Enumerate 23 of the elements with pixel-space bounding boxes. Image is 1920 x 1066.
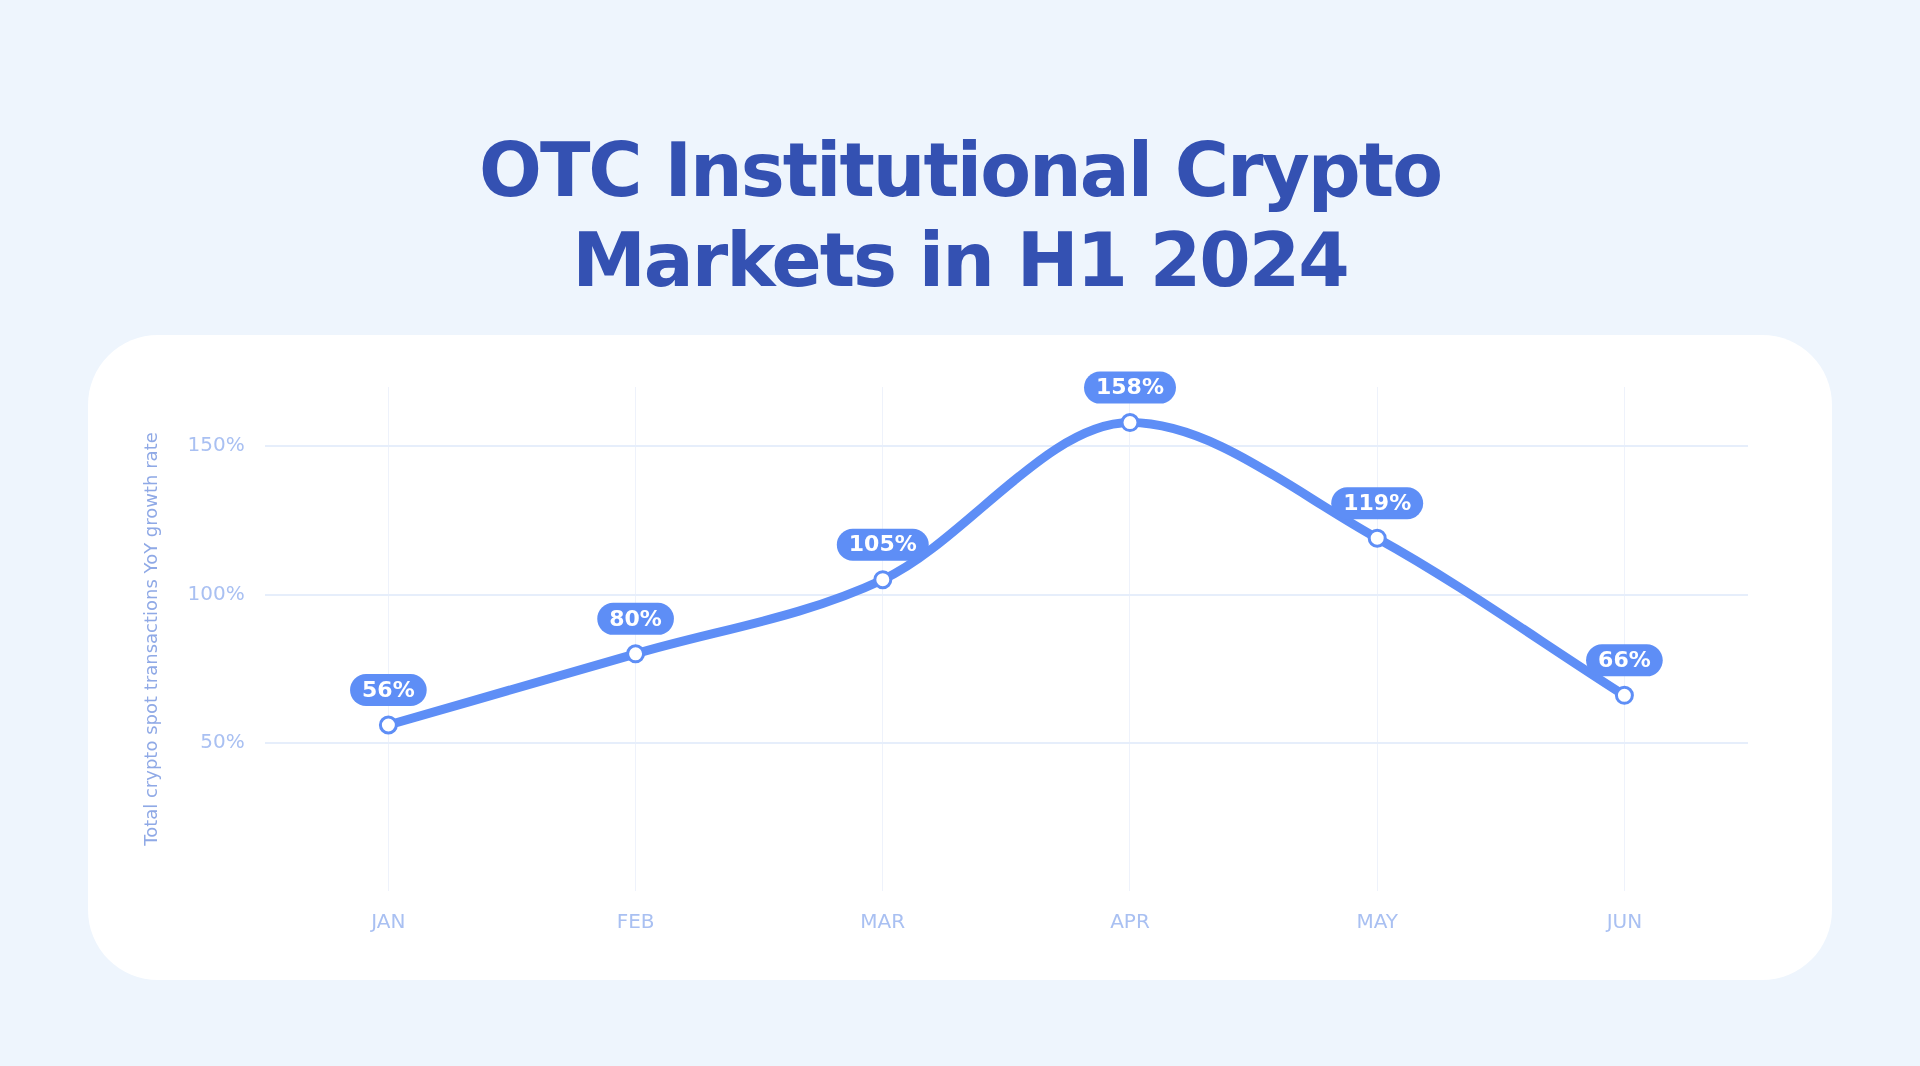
chart-title: OTC Institutional Crypto Markets in H1 2024 [477, 126, 1443, 305]
x-tick-label: MAR [860, 909, 906, 934]
text: 56% [362, 676, 415, 702]
x-tick-label: MAY [1356, 909, 1399, 934]
text: 66% [1598, 647, 1651, 673]
y-axis-title: Total crypto spot transactions YoY growth rate [140, 432, 162, 847]
point [626, 644, 646, 664]
x-tick-label: FEB [616, 909, 655, 934]
y-tick-label: 50% [200, 728, 245, 753]
y-tick-label: 100% [187, 580, 245, 605]
text: 158% [1096, 374, 1164, 400]
x-tick-label: APR [1110, 909, 1150, 934]
text: 105% [848, 531, 917, 557]
y-tick-label: 150% [187, 432, 245, 457]
point [1120, 413, 1140, 433]
text: 119% [1343, 489, 1412, 515]
point [378, 715, 398, 735]
point [1367, 528, 1387, 548]
point [1614, 685, 1634, 705]
text: 80% [609, 605, 662, 631]
x-tick-label: JUN [1604, 909, 1643, 934]
point [873, 570, 893, 590]
x-tick-label: JAN [369, 909, 406, 934]
